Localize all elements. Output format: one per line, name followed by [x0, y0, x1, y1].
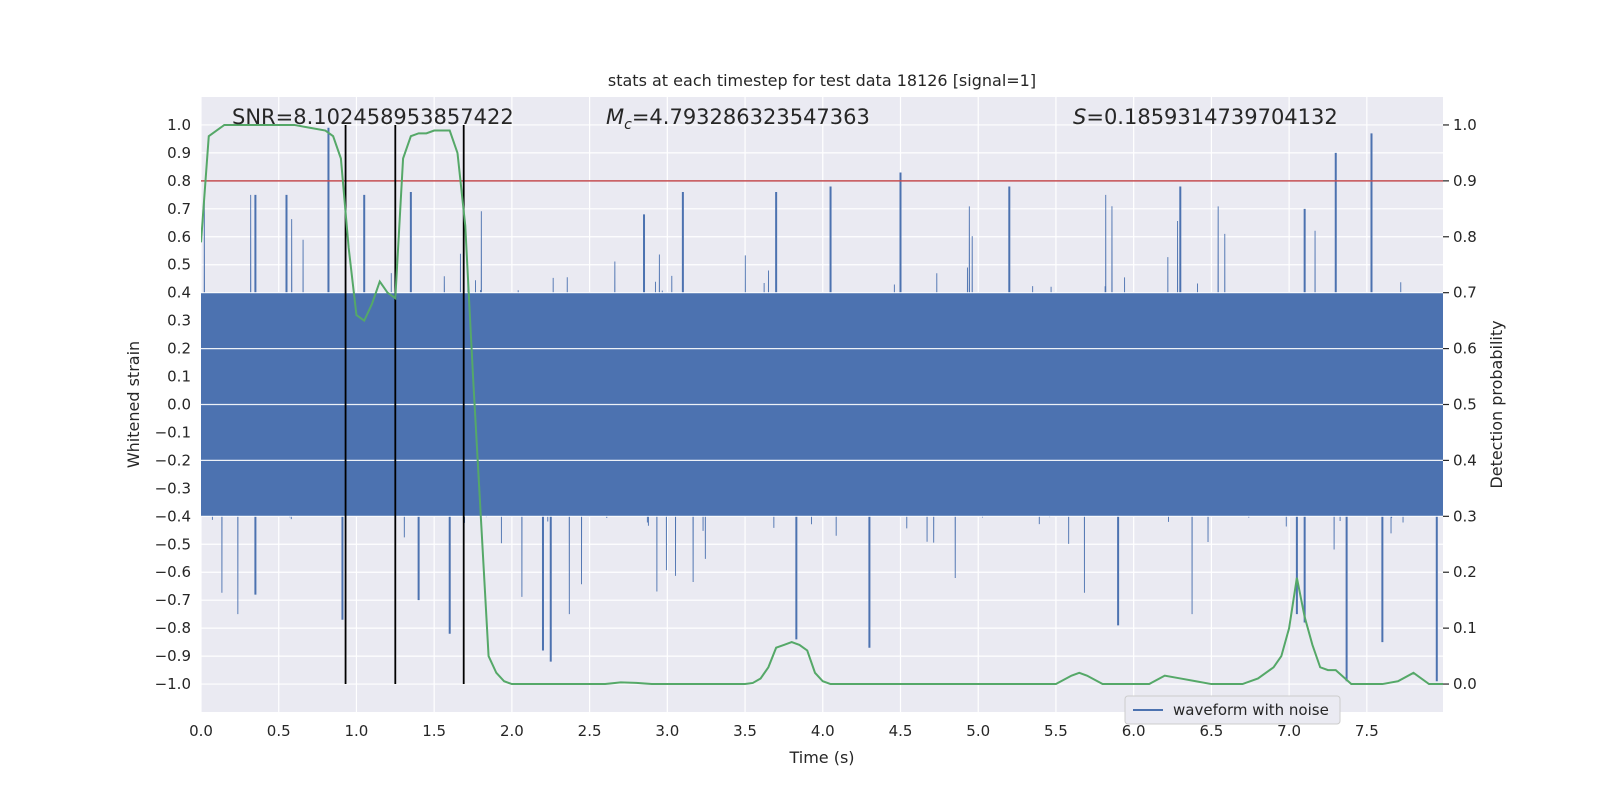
x-tick-label: 5.5: [1044, 722, 1068, 740]
x-axis-label: Time (s): [788, 748, 854, 767]
y-tick-label: 0.9: [167, 144, 191, 162]
probability-series: [201, 123, 1443, 686]
s-value: =0.1859314739704132: [1086, 105, 1337, 129]
y-tick-label: −0.3: [155, 479, 191, 497]
y-tick-label: −0.9: [155, 647, 191, 665]
x-tick-label: 5.0: [966, 722, 990, 740]
y-right-tick-label: 0.0: [1453, 675, 1477, 693]
y-right-tick-label: 0.3: [1453, 507, 1477, 525]
y-right-tick-label: 0.6: [1453, 340, 1477, 358]
y-tick-label: −0.4: [155, 507, 191, 525]
probability-line: [201, 123, 1443, 686]
y-tick-label: 1.0: [167, 116, 191, 134]
x-tick-label: 7.0: [1277, 722, 1301, 740]
y-tick-label: 0.6: [167, 228, 191, 246]
legend-label-waveform: waveform with noise: [1173, 701, 1329, 719]
y-tick-label: 0.3: [167, 312, 191, 330]
chirp-mass-annotation: Mc=4.793286323547363: [606, 105, 870, 133]
x-tick-label: 4.0: [811, 722, 835, 740]
x-tick-label: 2.0: [500, 722, 524, 740]
x-tick-label: 0.5: [267, 722, 291, 740]
legend: waveform with noise: [1124, 695, 1341, 725]
y-right-tick-label: 0.9: [1453, 172, 1477, 190]
axis-ticks: 0.0 0.5 1.0 1.5 2.0 2.5 3.0 3.5 4.0 4.5 5.0 5.5 6.0 6…: [155, 116, 1477, 740]
chirp-mass-symbol: M: [606, 105, 624, 129]
y-tick-label: −0.1: [155, 423, 191, 441]
chirp-mass-subscript: c: [624, 117, 632, 133]
y-tick-label: −1.0: [155, 675, 191, 693]
y-tick-label: 0.8: [167, 172, 191, 190]
y-axis-label: Whitened strain: [124, 341, 143, 468]
x-tick-label: 7.5: [1355, 722, 1379, 740]
y-tick-label: 0.4: [167, 284, 191, 302]
y-tick-label: −0.7: [155, 591, 191, 609]
snr-annotation: SNR=8.102458953857422: [232, 105, 514, 129]
s-annotation: S=0.1859314739704132: [1073, 105, 1338, 129]
x-tick-label: 6.0: [1122, 722, 1146, 740]
y-tick-label: 0.1: [167, 368, 191, 386]
y-tick-label: 0.2: [167, 340, 191, 358]
legend-box: [1124, 695, 1341, 725]
y-axis-right-label: Detection probability: [1487, 320, 1506, 488]
x-tick-label: 6.5: [1199, 722, 1223, 740]
x-tick-label: 3.5: [733, 722, 757, 740]
x-tick-label: 2.5: [578, 722, 602, 740]
x-tick-label: 1.5: [422, 722, 446, 740]
y-tick-label: −0.5: [155, 535, 191, 553]
y-tick-label: 0.5: [167, 256, 191, 274]
y-right-tick-label: 0.5: [1453, 396, 1477, 414]
x-tick-label: 4.5: [889, 722, 913, 740]
y-tick-label: −0.6: [155, 563, 191, 581]
chirp-mass-value: =4.793286323547363: [632, 105, 870, 129]
y-right-tick-label: 0.7: [1453, 284, 1477, 302]
y-tick-label: −0.8: [155, 619, 191, 637]
y-right-tick-label: 1.0: [1453, 116, 1477, 134]
y-right-tick-label: 0.4: [1453, 451, 1477, 469]
x-tick-label: 3.0: [655, 722, 679, 740]
y-right-tick-label: 0.1: [1453, 619, 1477, 637]
waveform-series: [201, 127, 1443, 682]
chart-title: stats at each timestep for test data 181…: [608, 71, 1036, 90]
y-tick-label: −0.2: [155, 451, 191, 469]
s-symbol: S: [1073, 105, 1086, 129]
x-tick-label: 1.0: [345, 722, 369, 740]
x-tick-label: 0.0: [189, 722, 213, 740]
y-right-tick-label: 0.8: [1453, 228, 1477, 246]
y-tick-label: 0.0: [167, 396, 191, 414]
y-tick-label: 0.7: [167, 200, 191, 218]
y-right-tick-label: 0.2: [1453, 563, 1477, 581]
